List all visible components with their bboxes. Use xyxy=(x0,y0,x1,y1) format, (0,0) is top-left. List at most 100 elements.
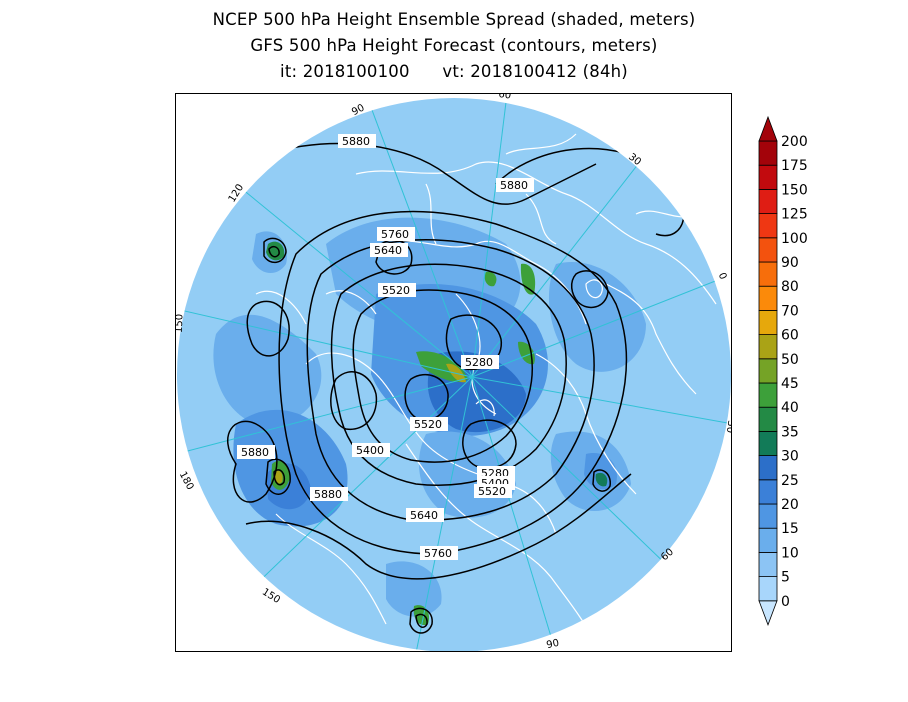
contour-closed-low xyxy=(263,237,287,264)
contour-5400-inner xyxy=(404,373,449,421)
meridian-label: 0 xyxy=(716,271,729,281)
contour-5400 xyxy=(352,289,533,463)
meridian-line xyxy=(365,98,473,378)
chart-subtitle: GFS 500 hPa Height Forecast (contours, m… xyxy=(250,36,658,55)
init-time: it: 2018100100 xyxy=(280,62,410,81)
polar-map: 5880 5880 5760 5640 5520 5280 5520 5400 … xyxy=(176,94,732,651)
coastline xyxy=(325,290,377,315)
contour-5280 xyxy=(462,419,517,469)
colorbar-label: 175 xyxy=(781,158,808,174)
contour-closed-low xyxy=(415,613,428,629)
colorbar-box xyxy=(758,334,778,360)
meridian-line xyxy=(177,308,473,378)
contour-label: 5880 xyxy=(500,179,528,192)
contour-closed-low xyxy=(570,270,609,309)
colorbar-label: 35 xyxy=(781,424,799,440)
coastline xyxy=(255,290,307,325)
meridian-label: 60 xyxy=(498,94,512,102)
colorbar-box xyxy=(758,261,778,287)
contour-closed-low xyxy=(268,246,280,258)
meridian-line xyxy=(471,376,677,575)
colorbar-arrow-high xyxy=(758,116,778,142)
meridian-grid xyxy=(177,98,731,651)
coastline xyxy=(475,399,495,417)
spread-hotspot xyxy=(266,241,285,261)
colorbar-box xyxy=(758,455,778,481)
colorbar-label: 125 xyxy=(781,207,808,223)
meridian-line xyxy=(471,98,508,378)
colorbar-label: 0 xyxy=(781,594,790,610)
contour-5400 xyxy=(330,371,378,430)
contour-closed-low xyxy=(409,607,433,634)
colorbar-label: 50 xyxy=(781,352,799,368)
meridian-line xyxy=(235,183,473,378)
colorbar-box xyxy=(758,406,778,432)
coastline xyxy=(605,283,697,395)
contour-5520 xyxy=(330,263,567,486)
colorbar-box xyxy=(758,285,778,311)
contour-label: 5520 xyxy=(382,284,410,297)
colorbar-label: 30 xyxy=(781,449,799,465)
meridian-label: 90 xyxy=(545,638,560,651)
contour-label: 5400 xyxy=(356,444,384,457)
coastline xyxy=(385,240,587,325)
valid-time: vt: 2018100412 (84h) xyxy=(442,62,628,81)
contour-5640 xyxy=(306,239,595,521)
meridian-label: 180 xyxy=(177,470,196,492)
contour-5880 xyxy=(226,420,278,503)
contour-closed-high xyxy=(246,300,290,357)
contour-label: 5640 xyxy=(410,509,438,522)
contour-labels: 5880 5880 5760 5640 5520 5280 5520 5400 … xyxy=(237,134,534,560)
coastline xyxy=(425,183,437,245)
colorbar-box xyxy=(758,503,778,529)
colorbar-box xyxy=(758,140,778,166)
contour-closed-low xyxy=(265,458,291,495)
time-info: it: 2018100100 vt: 2018100412 (84h) xyxy=(0,62,908,81)
colorbar-label: 5 xyxy=(781,570,790,586)
colorbar-box xyxy=(758,479,778,505)
colorbar-label: 45 xyxy=(781,376,799,392)
meridian-line xyxy=(471,376,557,651)
spread-region xyxy=(386,561,442,617)
contour-label: 5760 xyxy=(381,228,409,241)
colorbar-box xyxy=(758,358,778,384)
spread-region xyxy=(213,314,322,426)
coastline xyxy=(525,193,557,245)
contour-label: 5520 xyxy=(414,418,442,431)
meridian-label: 150 xyxy=(260,587,282,606)
spread-region xyxy=(548,262,646,372)
colorbar-label: 70 xyxy=(781,303,799,319)
colorbar-label: 15 xyxy=(781,521,799,537)
colorbar-label: 80 xyxy=(781,279,799,295)
colorbar-label: 200 xyxy=(781,134,808,150)
spread-hotspot xyxy=(484,271,497,287)
contour-closed-low xyxy=(273,469,286,486)
contour-5760 xyxy=(278,210,628,555)
contour-closed-low xyxy=(592,469,611,492)
meridian-line xyxy=(471,273,731,378)
meridian-label: 30 xyxy=(724,420,732,434)
spread-hotspot xyxy=(520,263,536,295)
coastlines xyxy=(255,133,717,645)
colorbar-box xyxy=(758,430,778,456)
contour-label: 5880 xyxy=(342,135,370,148)
colorbar-box xyxy=(758,576,778,602)
contour-label: 5880 xyxy=(241,446,269,459)
colorbar-box xyxy=(758,309,778,335)
coastline xyxy=(585,279,603,299)
colorbar-label: 150 xyxy=(781,182,808,198)
colorbar-label: 90 xyxy=(781,255,799,271)
contour-label: 5280 xyxy=(465,356,493,369)
spread-hotspot xyxy=(274,470,283,484)
spread-region xyxy=(584,453,617,490)
coastline xyxy=(275,513,387,625)
chart-title: NCEP 500 hPa Height Ensemble Spread (sha… xyxy=(212,10,696,29)
contour-5880 xyxy=(245,473,632,580)
colorbar-box xyxy=(758,237,778,263)
colorbar-box xyxy=(758,551,778,577)
spread-hotspot xyxy=(595,472,608,487)
colorbar-label: 20 xyxy=(781,497,799,513)
contour-label: 5880 xyxy=(314,488,342,501)
colorbar-label: 10 xyxy=(781,545,799,561)
colorbar-box xyxy=(758,189,778,215)
